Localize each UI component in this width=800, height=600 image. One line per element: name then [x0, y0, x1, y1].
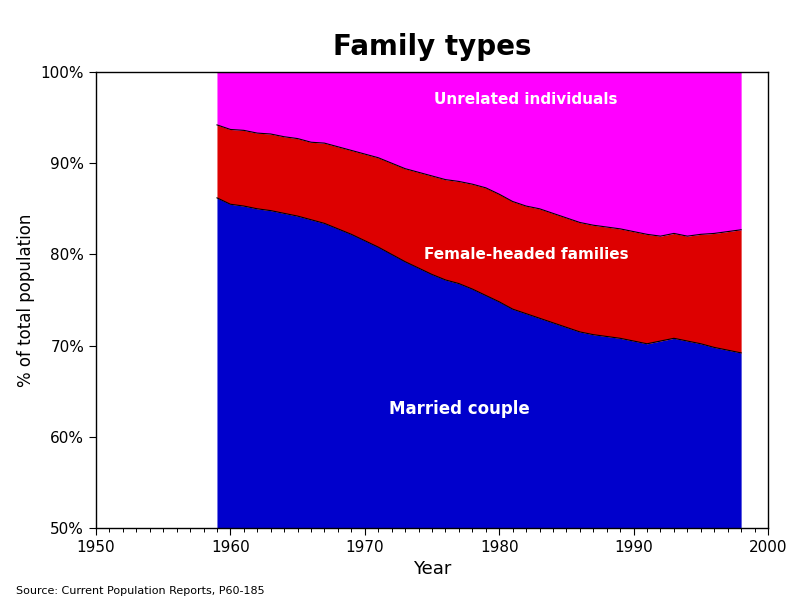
- X-axis label: Year: Year: [413, 560, 451, 578]
- Y-axis label: % of total population: % of total population: [17, 214, 35, 386]
- Text: Married couple: Married couple: [389, 400, 530, 418]
- Text: Unrelated individuals: Unrelated individuals: [434, 92, 618, 107]
- Text: Source: Current Population Reports, P60-185: Source: Current Population Reports, P60-…: [16, 586, 265, 596]
- Text: Female-headed families: Female-headed families: [424, 247, 628, 262]
- Title: Family types: Family types: [333, 34, 531, 61]
